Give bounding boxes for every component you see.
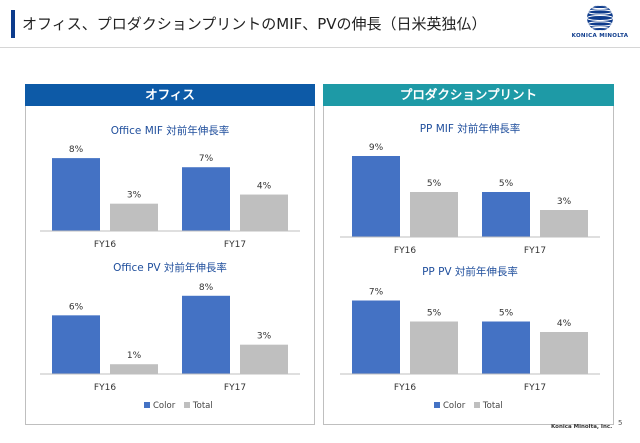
legend-swatch-total <box>473 401 480 408</box>
bar-total-fy16 <box>110 203 158 231</box>
pp-pv-chart-title: PP PV 対前年伸長率 <box>422 266 518 278</box>
legend-label-color: Color <box>153 401 176 411</box>
office-pv-chart-title: Office PV 対前年伸長率 <box>113 262 227 274</box>
bar-color-fy16 <box>52 315 100 374</box>
office-pv-plot: 6% 1% FY16 8% 3% FY17 <box>40 283 300 393</box>
bar-color-fy16 <box>52 158 100 231</box>
pp-mif-plot: 9% 5% FY16 5% 3% FY17 <box>340 143 600 256</box>
x-tick-label-fy16: FY16 <box>394 246 416 256</box>
konica-minolta-logo: KONICA MINOLTA <box>567 4 633 44</box>
legend-label-total: Total <box>192 401 213 411</box>
data-label-color-fy17: 7% <box>199 154 214 164</box>
legend-label-color: Color <box>443 401 466 411</box>
data-label-total-fy16: 5% <box>427 309 442 319</box>
legend-item-color: Color <box>434 401 465 411</box>
legend-item-total: Total <box>473 401 503 411</box>
x-tick-label-fy17: FY17 <box>224 240 246 250</box>
data-label-total-fy17: 4% <box>557 319 572 329</box>
legend-item-total: Total <box>183 401 213 411</box>
data-label-color-fy17: 5% <box>499 179 514 189</box>
logo-wordmark: KONICA MINOLTA <box>571 33 629 39</box>
data-label-color-fy17: 5% <box>499 309 514 319</box>
title-bar: オフィス、プロダクションプリントのMIF、PVの伸長（日米英独仏） KONICA… <box>0 0 640 48</box>
production-legend: Color Total <box>434 401 509 411</box>
bar-color-fy16 <box>352 300 400 374</box>
office-mif-chart: 8% 3% FY16 7% 4% FY17 Office MIF 対前年伸長率 <box>40 121 300 253</box>
production-panel: プロダクションプリント 9% 5% FY16 5% 3% FY17 PP MIF 対前年伸… <box>323 84 614 425</box>
office-mif-plot: 8% 3% FY16 7% 4% FY17 <box>40 145 300 250</box>
office-panel-header: オフィス <box>25 84 315 106</box>
x-tick-label-fy17: FY17 <box>524 246 546 256</box>
bar-color-fy17 <box>182 167 230 231</box>
production-panel-header: プロダクションプリント <box>323 84 614 106</box>
data-label-color-fy16: 7% <box>369 288 384 298</box>
x-tick-label-fy16: FY16 <box>94 240 116 250</box>
data-label-total-fy17: 3% <box>557 197 572 207</box>
page-number: 5 <box>618 419 623 427</box>
globe-logo-icon <box>587 5 613 31</box>
data-label-total-fy16: 5% <box>427 179 442 189</box>
office-panel: オフィス 8% 3% FY16 7% 4% FY17 Office MIF 対前年伸長率 … <box>25 84 315 425</box>
bar-total-fy17 <box>540 332 588 374</box>
data-label-color-fy16: 8% <box>69 145 84 155</box>
bar-total-fy16 <box>410 192 458 237</box>
x-tick-label-fy16: FY16 <box>94 383 116 393</box>
title-divider <box>0 47 640 48</box>
pp-mif-chart: 9% 5% FY16 5% 3% FY17 PP MIF 対前年伸長率 <box>340 119 600 259</box>
legend-swatch-color <box>144 401 150 408</box>
data-label-color-fy17: 8% <box>199 283 214 293</box>
office-pv-chart: 6% 1% FY16 8% 3% FY17 Office PV 対前年伸長率 <box>40 258 300 396</box>
footer-company-name: Konica Minolta, Inc. <box>551 424 613 430</box>
office-mif-chart-title: Office MIF 対前年伸長率 <box>110 125 230 137</box>
bar-color-fy17 <box>182 295 230 374</box>
bar-total-fy17 <box>540 210 588 237</box>
title-accent-bar <box>11 10 15 38</box>
data-label-total-fy16: 3% <box>127 191 142 201</box>
legend-label-total: Total <box>482 401 503 411</box>
bar-color-fy17 <box>482 321 530 374</box>
x-tick-label-fy16: FY16 <box>394 383 416 393</box>
data-label-total-fy16: 1% <box>127 351 142 361</box>
x-tick-label-fy17: FY17 <box>524 383 546 393</box>
office-legend: Color Total <box>144 401 219 411</box>
bar-total-fy17 <box>240 194 288 231</box>
data-label-total-fy17: 4% <box>257 182 272 192</box>
pp-mif-chart-title: PP MIF 対前年伸長率 <box>419 123 521 135</box>
data-label-color-fy16: 9% <box>369 143 384 153</box>
page-title: オフィス、プロダクションプリントのMIF、PVの伸長（日米英独仏） <box>22 15 487 33</box>
pp-pv-plot: 7% 5% FY16 5% 4% FY17 <box>340 288 600 393</box>
bar-total-fy17 <box>240 344 288 374</box>
x-tick-label-fy17: FY17 <box>224 383 246 393</box>
legend-item-color: Color <box>144 401 175 411</box>
pp-pv-chart: 7% 5% FY16 5% 4% FY17 PP PV 対前年伸長率 <box>340 262 600 396</box>
legend-swatch-color <box>434 401 440 408</box>
data-label-color-fy16: 6% <box>69 302 84 312</box>
data-label-total-fy17: 3% <box>257 332 272 342</box>
legend-swatch-total <box>183 401 190 408</box>
bar-total-fy16 <box>410 321 458 374</box>
bar-total-fy16 <box>110 364 158 374</box>
bar-color-fy17 <box>482 192 530 237</box>
bar-color-fy16 <box>352 156 400 237</box>
